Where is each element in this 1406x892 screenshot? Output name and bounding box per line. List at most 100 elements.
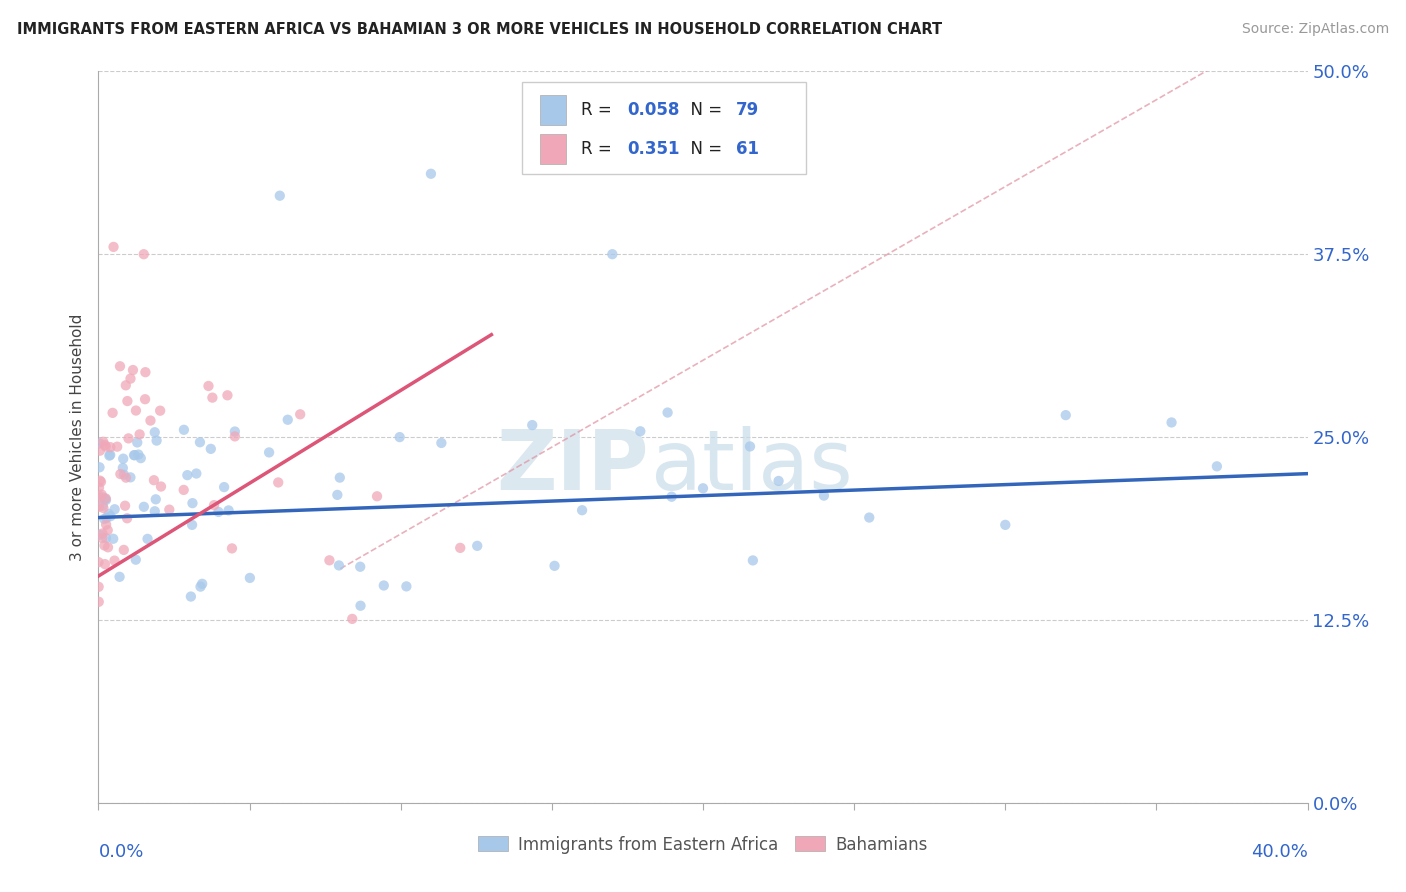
Point <box>628 424 651 438</box>
Point <box>342 612 364 626</box>
Point <box>738 439 761 453</box>
Point <box>602 247 624 261</box>
Point <box>91 434 114 449</box>
Point <box>661 490 683 504</box>
Point <box>430 436 453 450</box>
Point <box>98 440 121 454</box>
Point <box>257 445 280 459</box>
Point <box>813 489 835 503</box>
Point <box>858 510 880 524</box>
Point <box>98 449 121 463</box>
Point <box>112 467 135 482</box>
Point <box>132 500 155 514</box>
Point <box>117 394 139 409</box>
Point <box>207 505 229 519</box>
Point <box>122 363 145 377</box>
Point <box>103 554 125 568</box>
Point <box>157 502 180 516</box>
Point <box>150 479 173 493</box>
Point <box>103 532 125 546</box>
Point <box>90 475 112 489</box>
Point <box>768 474 790 488</box>
Y-axis label: 3 or more Vehicles in Household: 3 or more Vehicles in Household <box>70 313 86 561</box>
Point <box>139 413 162 427</box>
Point <box>224 429 246 443</box>
Point <box>93 438 115 452</box>
Point <box>173 483 195 497</box>
Point <box>94 492 117 507</box>
Point <box>224 425 246 439</box>
Point <box>465 539 488 553</box>
Text: 0.0%: 0.0% <box>98 843 143 861</box>
Point <box>97 523 120 537</box>
Point <box>87 595 110 609</box>
Point <box>89 491 111 505</box>
Point <box>186 467 208 481</box>
Point <box>112 451 135 466</box>
Point <box>120 371 142 385</box>
Point <box>125 403 148 417</box>
Point <box>124 448 146 462</box>
Point <box>326 488 349 502</box>
Point <box>100 509 122 524</box>
Point <box>120 470 142 484</box>
Point <box>181 517 204 532</box>
Point <box>97 507 120 521</box>
Point <box>173 423 195 437</box>
Point <box>117 431 139 445</box>
Point <box>87 555 110 569</box>
Point <box>89 527 111 541</box>
Point <box>571 503 593 517</box>
Point <box>145 492 167 507</box>
Point <box>191 576 214 591</box>
Point <box>114 499 136 513</box>
Point <box>93 539 115 553</box>
Point <box>181 496 204 510</box>
Text: ZIP: ZIP <box>496 425 648 507</box>
Text: 0.351: 0.351 <box>627 140 679 158</box>
Text: 79: 79 <box>735 101 759 120</box>
Point <box>143 425 166 440</box>
Point <box>90 487 112 501</box>
Text: R =: R = <box>581 101 617 120</box>
Point <box>136 532 159 546</box>
Point <box>98 448 121 462</box>
FancyBboxPatch shape <box>540 134 567 164</box>
Point <box>218 503 240 517</box>
Point <box>142 473 165 487</box>
Point <box>103 240 125 254</box>
Text: N =: N = <box>681 101 727 120</box>
Point <box>94 440 117 454</box>
Point <box>93 512 115 526</box>
Point <box>741 553 763 567</box>
Point <box>176 468 198 483</box>
Point <box>89 436 111 450</box>
Point <box>1054 408 1077 422</box>
Point <box>267 475 290 490</box>
Point <box>87 580 110 594</box>
Point <box>94 557 117 571</box>
Text: 40.0%: 40.0% <box>1251 843 1308 861</box>
Point <box>239 571 262 585</box>
Point <box>97 541 120 555</box>
Point <box>89 474 111 488</box>
Point <box>221 541 243 556</box>
Point <box>94 491 117 506</box>
Point <box>134 365 156 379</box>
Point <box>91 531 114 545</box>
Point <box>128 427 150 442</box>
Point <box>94 517 117 532</box>
Point <box>329 470 352 484</box>
Point <box>94 531 117 545</box>
Point <box>127 435 149 450</box>
Point <box>125 552 148 566</box>
Point <box>1160 416 1182 430</box>
Point <box>318 553 340 567</box>
Point <box>657 406 679 420</box>
Text: N =: N = <box>681 140 727 158</box>
Point <box>110 467 132 481</box>
Point <box>388 430 411 444</box>
Text: IMMIGRANTS FROM EASTERN AFRICA VS BAHAMIAN 3 OR MORE VEHICLES IN HOUSEHOLD CORRE: IMMIGRANTS FROM EASTERN AFRICA VS BAHAMI… <box>17 22 942 37</box>
Point <box>180 590 202 604</box>
Point <box>449 541 471 555</box>
